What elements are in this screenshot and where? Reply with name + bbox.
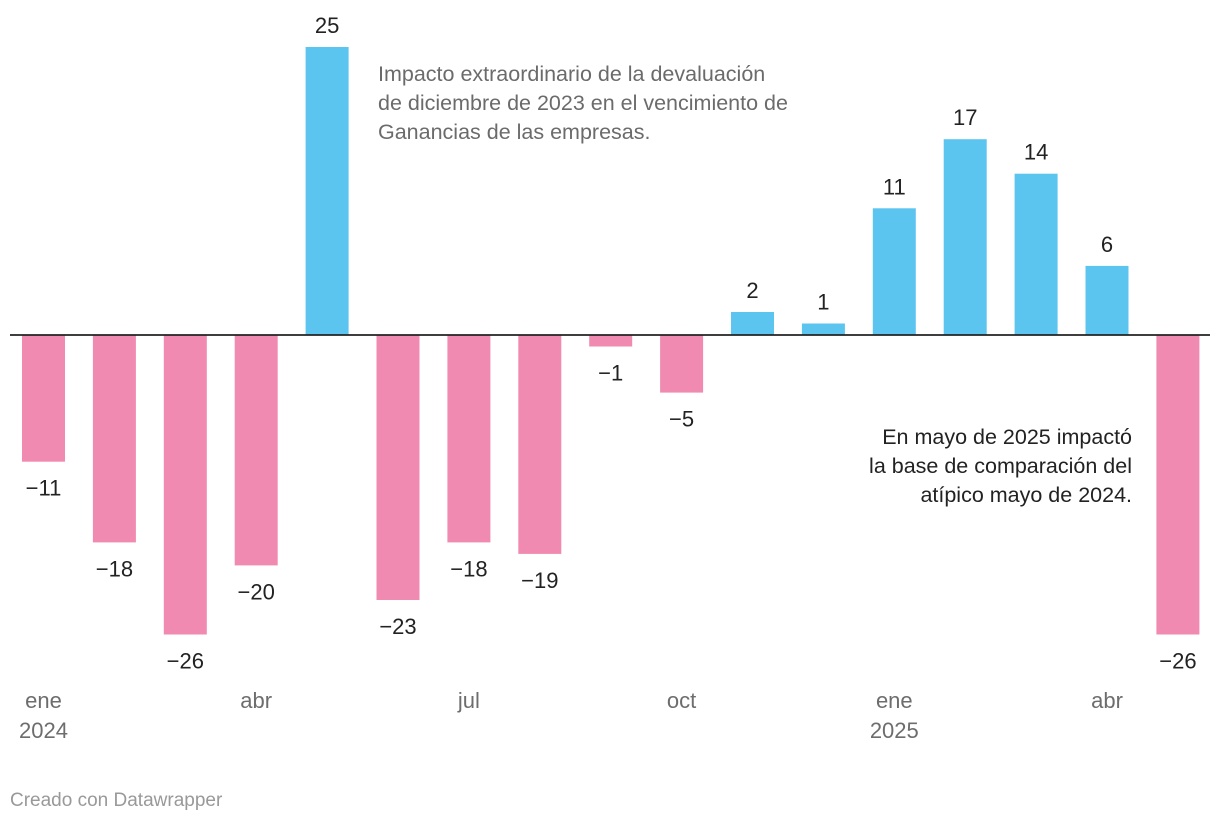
bar (731, 312, 774, 335)
value-label: 11 (883, 174, 906, 199)
value-label: −23 (379, 614, 416, 639)
value-label: −19 (521, 568, 558, 593)
x-tick-year-label: 2025 (870, 718, 919, 743)
bar (943, 139, 987, 335)
bar (1014, 173, 1058, 335)
bar (234, 335, 278, 566)
x-tick-label: ene (25, 688, 62, 713)
value-label: 25 (315, 13, 339, 38)
bar (163, 335, 207, 635)
x-tick-label: ene (876, 688, 913, 713)
value-label: −18 (450, 556, 487, 581)
value-label: 17 (953, 105, 977, 130)
bar (305, 47, 349, 335)
value-label: −11 (26, 476, 62, 501)
value-label: −5 (669, 407, 694, 432)
bar (376, 335, 420, 600)
annotation-base-comparison: En mayo de 2025 impactó la base de compa… (869, 425, 1132, 507)
bar (872, 208, 916, 335)
bar (518, 335, 562, 554)
x-tick-label: abr (240, 688, 272, 713)
bar (447, 335, 491, 543)
bar (22, 335, 65, 462)
x-tick-year-label: 2024 (19, 718, 68, 743)
value-label: 1 (817, 290, 829, 315)
value-label: −26 (1159, 649, 1196, 674)
x-tick-label: jul (457, 688, 480, 713)
credit-text[interactable]: Creado con Datawrapper (10, 790, 223, 811)
value-label: 2 (746, 278, 758, 303)
value-label: −18 (96, 556, 133, 581)
x-tick-label: oct (667, 688, 696, 713)
value-label: 14 (1024, 140, 1048, 165)
value-label: −1 (598, 361, 623, 386)
value-label: −26 (167, 649, 204, 674)
annotation-devaluation: Impacto extraordinario de la devaluación… (378, 62, 788, 144)
x-tick-label: abr (1091, 688, 1123, 713)
bar-chart: −11−18−26−2025−23−18 −19−1−52 11117146−26e… (10, 13, 1210, 743)
value-label: −20 (238, 579, 275, 604)
bar (1156, 335, 1200, 635)
bar (92, 335, 136, 543)
bar (1085, 265, 1129, 335)
bar (801, 323, 845, 335)
bar (589, 335, 633, 347)
bar (660, 335, 704, 393)
value-label: 6 (1101, 232, 1113, 257)
